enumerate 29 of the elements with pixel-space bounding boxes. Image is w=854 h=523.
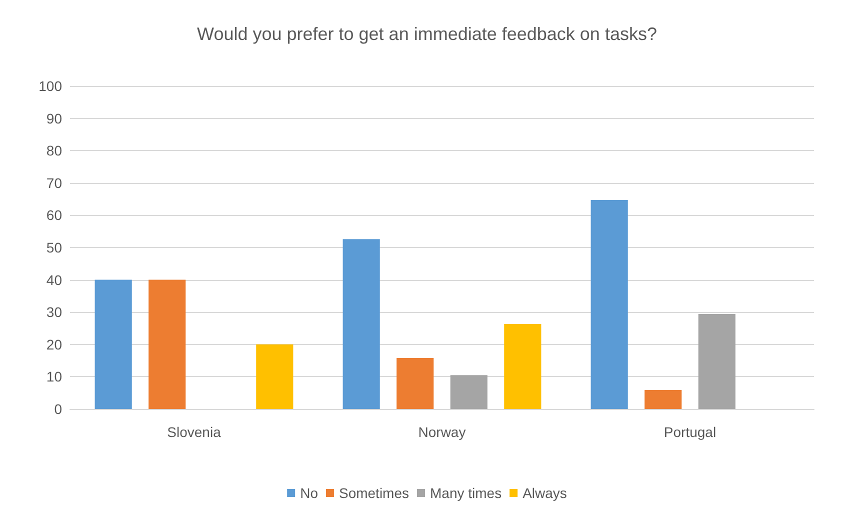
x-tick-label: Slovenia: [167, 424, 222, 440]
y-tick-label: 90: [46, 110, 62, 126]
bar: [698, 314, 736, 409]
bar: [256, 344, 294, 409]
y-tick-label: 10: [46, 368, 62, 385]
y-tick-label: 0: [54, 401, 62, 417]
legend-label: Sometimes: [338, 485, 410, 501]
bar: [590, 200, 628, 409]
bar: [94, 280, 132, 409]
x-tick-label: Norway: [418, 424, 466, 440]
chart-title: Would you prefer to get an immediate feedback on tasks?: [197, 24, 657, 44]
legend-label: Always: [522, 485, 567, 501]
y-tick-label: 60: [46, 207, 62, 224]
legend-label: Many times: [430, 485, 502, 501]
y-tick-label: 70: [46, 174, 62, 191]
bar: [148, 280, 186, 409]
bar: [396, 358, 434, 409]
bar: [450, 375, 488, 409]
bar: [644, 390, 682, 409]
x-tick-label: Portugal: [664, 424, 716, 440]
y-tick-label: 40: [46, 272, 62, 288]
y-tick-label: 20: [46, 336, 62, 352]
y-tick-label: 80: [46, 142, 62, 159]
y-tick-label: 50: [46, 240, 62, 256]
bar: [504, 324, 542, 409]
y-tick-label: 30: [46, 304, 62, 320]
legend-label: No: [300, 485, 318, 501]
y-tick-label: 100: [38, 78, 62, 94]
bar: [342, 239, 380, 409]
